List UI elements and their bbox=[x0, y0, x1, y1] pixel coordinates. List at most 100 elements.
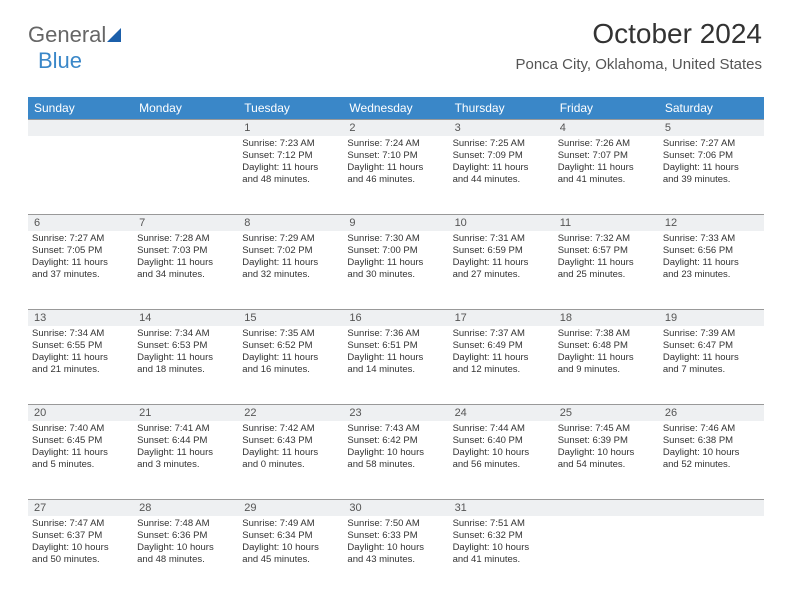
day-number: 29 bbox=[238, 500, 343, 516]
day-cell: Sunrise: 7:25 AMSunset: 7:09 PMDaylight:… bbox=[449, 136, 554, 214]
sunset-text: Sunset: 7:00 PM bbox=[347, 245, 444, 257]
sunset-text: Sunset: 7:02 PM bbox=[242, 245, 339, 257]
day-number: 18 bbox=[554, 310, 659, 326]
daylight-text-2: and 54 minutes. bbox=[558, 459, 655, 471]
sunrise-text: Sunrise: 7:35 AM bbox=[242, 328, 339, 340]
day-number: 22 bbox=[238, 405, 343, 421]
sunset-text: Sunset: 7:10 PM bbox=[347, 150, 444, 162]
daylight-text-1: Daylight: 10 hours bbox=[453, 447, 550, 459]
sunset-text: Sunset: 6:48 PM bbox=[558, 340, 655, 352]
day-cell: Sunrise: 7:32 AMSunset: 6:57 PMDaylight:… bbox=[554, 231, 659, 309]
day-number: 17 bbox=[449, 310, 554, 326]
day-number: 8 bbox=[238, 215, 343, 231]
location-text: Ponca City, Oklahoma, United States bbox=[515, 56, 762, 73]
sunset-text: Sunset: 6:38 PM bbox=[663, 435, 760, 447]
sunrise-text: Sunrise: 7:46 AM bbox=[663, 423, 760, 435]
sunrise-text: Sunrise: 7:51 AM bbox=[453, 518, 550, 530]
day-cell: Sunrise: 7:39 AMSunset: 6:47 PMDaylight:… bbox=[659, 326, 764, 404]
daylight-text-1: Daylight: 10 hours bbox=[663, 447, 760, 459]
day-cell: Sunrise: 7:41 AMSunset: 6:44 PMDaylight:… bbox=[133, 421, 238, 499]
daylight-text-1: Daylight: 10 hours bbox=[347, 447, 444, 459]
daylight-text-2: and 9 minutes. bbox=[558, 364, 655, 376]
logo-triangle-icon bbox=[107, 28, 121, 42]
daylight-text-2: and 16 minutes. bbox=[242, 364, 339, 376]
daylight-text-1: Daylight: 11 hours bbox=[242, 447, 339, 459]
daylight-text-1: Daylight: 11 hours bbox=[558, 257, 655, 269]
sunrise-text: Sunrise: 7:50 AM bbox=[347, 518, 444, 530]
day-cell: Sunrise: 7:28 AMSunset: 7:03 PMDaylight:… bbox=[133, 231, 238, 309]
sunset-text: Sunset: 7:12 PM bbox=[242, 150, 339, 162]
sunrise-text: Sunrise: 7:32 AM bbox=[558, 233, 655, 245]
day-cell: Sunrise: 7:36 AMSunset: 6:51 PMDaylight:… bbox=[343, 326, 448, 404]
daylight-text-2: and 14 minutes. bbox=[347, 364, 444, 376]
day-cell: Sunrise: 7:38 AMSunset: 6:48 PMDaylight:… bbox=[554, 326, 659, 404]
day-number: 10 bbox=[449, 215, 554, 231]
day-cell bbox=[28, 136, 133, 214]
day-number: 5 bbox=[659, 120, 764, 136]
day-cell: Sunrise: 7:24 AMSunset: 7:10 PMDaylight:… bbox=[343, 136, 448, 214]
sunset-text: Sunset: 7:06 PM bbox=[663, 150, 760, 162]
sunrise-text: Sunrise: 7:33 AM bbox=[663, 233, 760, 245]
logo-text-general: General bbox=[28, 22, 106, 47]
sunrise-text: Sunrise: 7:30 AM bbox=[347, 233, 444, 245]
sunset-text: Sunset: 7:07 PM bbox=[558, 150, 655, 162]
day-number: 12 bbox=[659, 215, 764, 231]
day-cell: Sunrise: 7:27 AMSunset: 7:06 PMDaylight:… bbox=[659, 136, 764, 214]
day-cell bbox=[133, 136, 238, 214]
day-number: 30 bbox=[343, 500, 448, 516]
sunrise-text: Sunrise: 7:40 AM bbox=[32, 423, 129, 435]
day-cell: Sunrise: 7:31 AMSunset: 6:59 PMDaylight:… bbox=[449, 231, 554, 309]
day-header: Monday bbox=[133, 97, 238, 119]
sunset-text: Sunset: 6:39 PM bbox=[558, 435, 655, 447]
day-cell: Sunrise: 7:40 AMSunset: 6:45 PMDaylight:… bbox=[28, 421, 133, 499]
daylight-text-2: and 44 minutes. bbox=[453, 174, 550, 186]
week-row: Sunrise: 7:27 AMSunset: 7:05 PMDaylight:… bbox=[28, 231, 764, 309]
week-row: Sunrise: 7:40 AMSunset: 6:45 PMDaylight:… bbox=[28, 421, 764, 499]
sunrise-text: Sunrise: 7:37 AM bbox=[453, 328, 550, 340]
sunset-text: Sunset: 6:40 PM bbox=[453, 435, 550, 447]
daylight-text-1: Daylight: 11 hours bbox=[242, 352, 339, 364]
daylight-text-2: and 46 minutes. bbox=[347, 174, 444, 186]
day-number bbox=[28, 120, 133, 136]
sunrise-text: Sunrise: 7:43 AM bbox=[347, 423, 444, 435]
day-header: Friday bbox=[554, 97, 659, 119]
sunset-text: Sunset: 6:32 PM bbox=[453, 530, 550, 542]
day-cell bbox=[554, 516, 659, 594]
day-cell bbox=[659, 516, 764, 594]
sunset-text: Sunset: 6:36 PM bbox=[137, 530, 234, 542]
sunrise-text: Sunrise: 7:39 AM bbox=[663, 328, 760, 340]
sunrise-text: Sunrise: 7:42 AM bbox=[242, 423, 339, 435]
daylight-text-1: Daylight: 11 hours bbox=[663, 257, 760, 269]
sunset-text: Sunset: 6:52 PM bbox=[242, 340, 339, 352]
sunrise-text: Sunrise: 7:29 AM bbox=[242, 233, 339, 245]
day-number: 31 bbox=[449, 500, 554, 516]
daylight-text-1: Daylight: 10 hours bbox=[32, 542, 129, 554]
daylight-text-1: Daylight: 11 hours bbox=[347, 257, 444, 269]
day-cell: Sunrise: 7:37 AMSunset: 6:49 PMDaylight:… bbox=[449, 326, 554, 404]
daylight-text-2: and 48 minutes. bbox=[137, 554, 234, 566]
day-header-row: SundayMondayTuesdayWednesdayThursdayFrid… bbox=[28, 97, 764, 119]
sunset-text: Sunset: 6:37 PM bbox=[32, 530, 129, 542]
daylight-text-2: and 5 minutes. bbox=[32, 459, 129, 471]
day-number bbox=[554, 500, 659, 516]
day-number: 24 bbox=[449, 405, 554, 421]
day-number: 23 bbox=[343, 405, 448, 421]
sunrise-text: Sunrise: 7:47 AM bbox=[32, 518, 129, 530]
sunset-text: Sunset: 6:51 PM bbox=[347, 340, 444, 352]
sunset-text: Sunset: 6:42 PM bbox=[347, 435, 444, 447]
day-number: 14 bbox=[133, 310, 238, 326]
daylight-text-1: Daylight: 10 hours bbox=[137, 542, 234, 554]
day-cell: Sunrise: 7:44 AMSunset: 6:40 PMDaylight:… bbox=[449, 421, 554, 499]
daylight-text-2: and 52 minutes. bbox=[663, 459, 760, 471]
day-number: 16 bbox=[343, 310, 448, 326]
sunrise-text: Sunrise: 7:41 AM bbox=[137, 423, 234, 435]
day-cell: Sunrise: 7:35 AMSunset: 6:52 PMDaylight:… bbox=[238, 326, 343, 404]
daylight-text-2: and 48 minutes. bbox=[242, 174, 339, 186]
daynum-row: 20212223242526 bbox=[28, 404, 764, 421]
day-number: 19 bbox=[659, 310, 764, 326]
sunset-text: Sunset: 7:05 PM bbox=[32, 245, 129, 257]
daylight-text-1: Daylight: 11 hours bbox=[137, 257, 234, 269]
day-number bbox=[659, 500, 764, 516]
day-number: 28 bbox=[133, 500, 238, 516]
daylight-text-2: and 0 minutes. bbox=[242, 459, 339, 471]
